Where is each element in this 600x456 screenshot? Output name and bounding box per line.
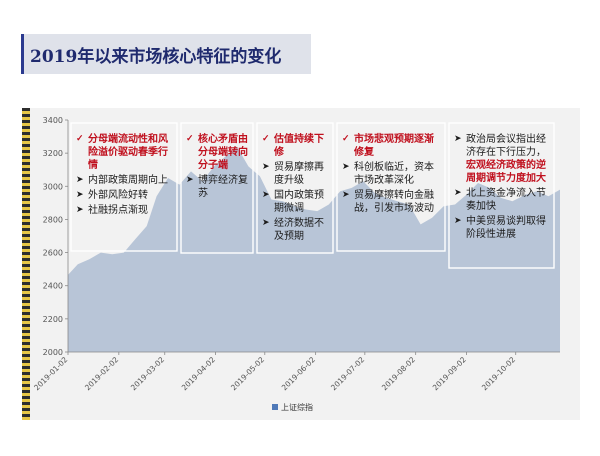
annotation-bullet: ➤ 科创板临近，资本市场改革深化 xyxy=(342,161,442,187)
annotation-box-3 xyxy=(256,122,334,254)
x-tick-label: 2019-01-02 xyxy=(32,355,69,392)
annotation-bullet-text: 核心矛盾由分母端转向分子端 xyxy=(198,134,248,171)
annotation-bullet: ➤ 内部政策周期向上 xyxy=(76,174,174,187)
annotation-bullet: ✓ 分母端流动性和风险溢价驱动春季行情 xyxy=(76,133,174,172)
arrow-bullet-icon: ➤ xyxy=(262,218,270,228)
annotation-bullet-text: 政治局会议指出经济存在下行压力，宏观经济政策的逆周期调节力度加大 xyxy=(466,134,546,184)
legend-label: 上证综指 xyxy=(281,402,313,412)
annotation-emphasis-text: 宏观经济政策的逆周期调节力度加大 xyxy=(466,160,546,184)
series-area xyxy=(68,146,560,352)
annotation-bullet-text: 社融拐点渐现 xyxy=(88,205,148,216)
annotation-bullet: ✓ 核心矛盾由分母端转向分子端 xyxy=(186,133,250,172)
annotation-bullet-text: 分母端流动性和风险溢价驱动春季行情 xyxy=(88,134,168,171)
annotation-bullet-text: 博弈经济复苏 xyxy=(198,175,248,199)
y-tick-label: 2200 xyxy=(43,315,63,324)
arrow-bullet-icon: ➤ xyxy=(76,190,84,200)
y-tick-label: 3000 xyxy=(43,182,63,191)
arrow-bullet-icon: ➤ xyxy=(76,205,84,215)
x-tick-label: 2019-06-02 xyxy=(280,355,317,392)
x-tick-label: 2019-09-02 xyxy=(431,355,468,392)
annotation-panel-4: ✓ 市场悲观预期逐渐修复 ➤ 科创板临近，资本市场改革深化 ➤ 贸易摩擦转向金融战，引发市… xyxy=(342,133,442,217)
annotation-box-5 xyxy=(448,122,555,269)
annotation-bullet: ➤ 社融拐点渐现 xyxy=(76,204,174,217)
arrow-bullet-icon: ➤ xyxy=(342,162,350,172)
x-tick-label: 2019-10-02 xyxy=(480,355,517,392)
arrow-bullet-icon: ➤ xyxy=(76,175,84,185)
annotation-box-1 xyxy=(70,122,178,252)
annotation-bullet-text: 科创板临近，资本市场改革深化 xyxy=(354,162,434,186)
annotation-panel-5: ➤ 政治局会议指出经济存在下行压力，宏观经济政策的逆周期调节力度加大 ➤ 北上资金净流… xyxy=(454,133,551,243)
slide-title-accent xyxy=(21,34,24,74)
x-tick-label: 2019-02-02 xyxy=(83,355,120,392)
x-tick-label: 2019-05-02 xyxy=(229,355,266,392)
annotation-bullet-text: 市场悲观预期逐渐修复 xyxy=(354,134,434,158)
arrow-bullet-icon: ➤ xyxy=(342,190,350,200)
y-tick-label: 3200 xyxy=(43,149,63,158)
annotation-bullet-text: 中美贸易谈判取得阶段性进展 xyxy=(466,216,546,240)
check-icon: ✓ xyxy=(76,134,84,144)
arrow-bullet-icon: ➤ xyxy=(186,175,194,185)
annotation-panel-3: ✓ 估值持续下修 ➤ 贸易摩擦再度升级 ➤ 国内政策预期微调 ➤ 经济数据不及预期 xyxy=(262,133,330,245)
arrow-bullet-icon: ➤ xyxy=(454,188,462,198)
annotation-bullet: ✓ 市场悲观预期逐渐修复 xyxy=(342,133,442,159)
x-tick-label: 2019-07-02 xyxy=(329,355,366,392)
annotation-bullet-text: 贸易摩擦转向金融战，引发市场波动 xyxy=(354,190,434,214)
chart-panel-edge xyxy=(22,108,30,420)
annotation-bullet: ➤ 政治局会议指出经济存在下行压力，宏观经济政策的逆周期调节力度加大 xyxy=(454,133,551,185)
annotation-bullet-text: 经济数据不及预期 xyxy=(274,218,324,242)
annotation-bullet: ➤ 外部风险好转 xyxy=(76,189,174,202)
annotation-bullet: ➤ 经济数据不及预期 xyxy=(262,217,330,243)
check-icon: ✓ xyxy=(186,134,194,144)
check-icon: ✓ xyxy=(262,134,270,144)
annotation-bullet-text: 国内政策预期微调 xyxy=(274,190,324,214)
annotation-bullet-text: 内部政策周期向上 xyxy=(88,175,168,186)
annotation-bullet: ➤ 国内政策预期微调 xyxy=(262,189,330,215)
annotation-bullet: ➤ 中美贸易谈判取得阶段性进展 xyxy=(454,215,551,241)
y-tick-label: 2400 xyxy=(43,282,63,291)
slide-title-bar xyxy=(21,34,311,74)
annotation-box-2 xyxy=(180,122,254,254)
arrow-bullet-icon: ➤ xyxy=(262,190,270,200)
annotation-box-4 xyxy=(336,122,446,252)
arrow-bullet-icon: ➤ xyxy=(454,134,462,144)
annotation-bullet: ➤ 贸易摩擦再度升级 xyxy=(262,161,330,187)
annotation-bullet: ➤ 北上资金净流入节奏加快 xyxy=(454,187,551,213)
annotation-bullet-text: 北上资金净流入节奏加快 xyxy=(466,188,546,212)
annotation-bullet-text: 外部风险好转 xyxy=(88,190,148,201)
annotation-panel-2: ✓ 核心矛盾由分母端转向分子端 ➤ 博弈经济复苏 xyxy=(186,133,250,202)
arrow-bullet-icon: ➤ xyxy=(454,216,462,226)
y-tick-label: 2600 xyxy=(43,249,63,258)
legend-swatch xyxy=(272,404,278,410)
y-tick-label: 2800 xyxy=(43,215,63,224)
annotation-bullet: ➤ 贸易摩擦转向金融战，引发市场波动 xyxy=(342,189,442,215)
annotation-bullet: ➤ 博弈经济复苏 xyxy=(186,174,250,200)
x-tick-label: 2019-04-02 xyxy=(180,355,217,392)
check-icon: ✓ xyxy=(342,134,350,144)
annotation-bullet-text: 估值持续下修 xyxy=(274,134,324,158)
slide-title: 2019年以来市场核心特征的变化 xyxy=(30,47,282,67)
x-tick-label: 2019-08-02 xyxy=(380,355,417,392)
arrow-bullet-icon: ➤ xyxy=(262,162,270,172)
annotation-panel-1: ✓ 分母端流动性和风险溢价驱动春季行情 ➤ 内部政策周期向上 ➤ 外部风险好转 ➤ 社融拐点渐… xyxy=(76,133,174,219)
annotation-bullet: ✓ 估值持续下修 xyxy=(262,133,330,159)
annotation-bullet-text: 贸易摩擦再度升级 xyxy=(274,162,324,186)
y-tick-label: 2000 xyxy=(43,348,63,357)
x-tick-label: 2019-03-02 xyxy=(129,355,166,392)
y-tick-label: 3400 xyxy=(43,116,63,125)
